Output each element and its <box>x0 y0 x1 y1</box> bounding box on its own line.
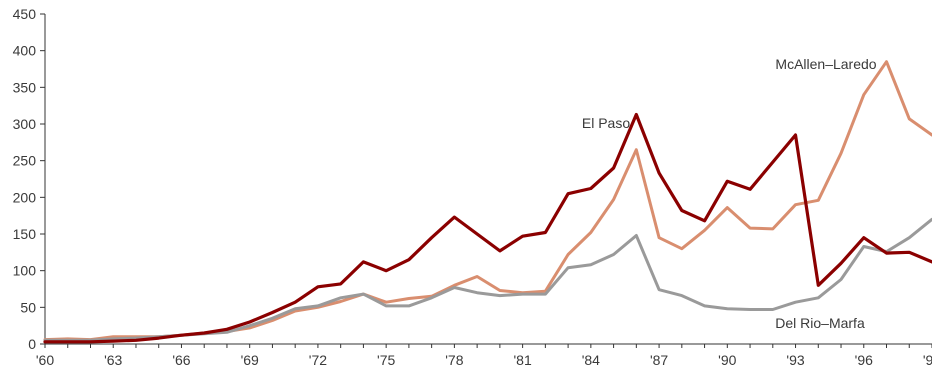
x-tick-label: '99 <box>923 352 932 368</box>
x-tick-label: '81 <box>513 352 531 368</box>
series-label-el-paso: El Paso <box>582 115 630 131</box>
x-tick-label: '84 <box>582 352 600 368</box>
series-labels: McAllen–Laredo El Paso Del Rio–Marfa <box>582 56 877 331</box>
series-label-mcallen-laredo: McAllen–Laredo <box>775 56 876 72</box>
series-label-del-rio-marfa: Del Rio–Marfa <box>775 315 865 331</box>
x-tick-label: '72 <box>309 352 327 368</box>
x-tick-label: '87 <box>650 352 668 368</box>
series-line-el-paso <box>43 112 932 344</box>
series-line-mcallen-laredo <box>43 60 932 342</box>
y-tick-label: 50 <box>20 299 36 315</box>
y-tick-label: 100 <box>13 263 37 279</box>
x-tick-label: '90 <box>718 352 736 368</box>
y-tick-label: 450 <box>13 6 37 22</box>
axes: 0 50 100 150 200 250 300 350 400 450 '60 '63 '66 '69 '… <box>13 6 932 368</box>
y-tick-label: 400 <box>13 43 37 59</box>
y-tick-label: 250 <box>13 153 37 169</box>
y-tick-label: 200 <box>13 189 37 205</box>
y-tick-label: 0 <box>28 336 36 352</box>
y-tick-label: 150 <box>13 226 37 242</box>
x-tick-label: '93 <box>786 352 804 368</box>
x-tick-label: '78 <box>445 352 463 368</box>
x-tick-label: '60 <box>36 352 54 368</box>
x-tick-label: '75 <box>377 352 395 368</box>
y-tick-label: 300 <box>13 116 37 132</box>
x-tick-label: '69 <box>241 352 259 368</box>
x-tick-label: '66 <box>172 352 190 368</box>
x-tick-label: '96 <box>855 352 873 368</box>
y-tick-label: 350 <box>13 79 37 95</box>
x-tick-label: '63 <box>104 352 122 368</box>
series-lines <box>43 60 932 344</box>
